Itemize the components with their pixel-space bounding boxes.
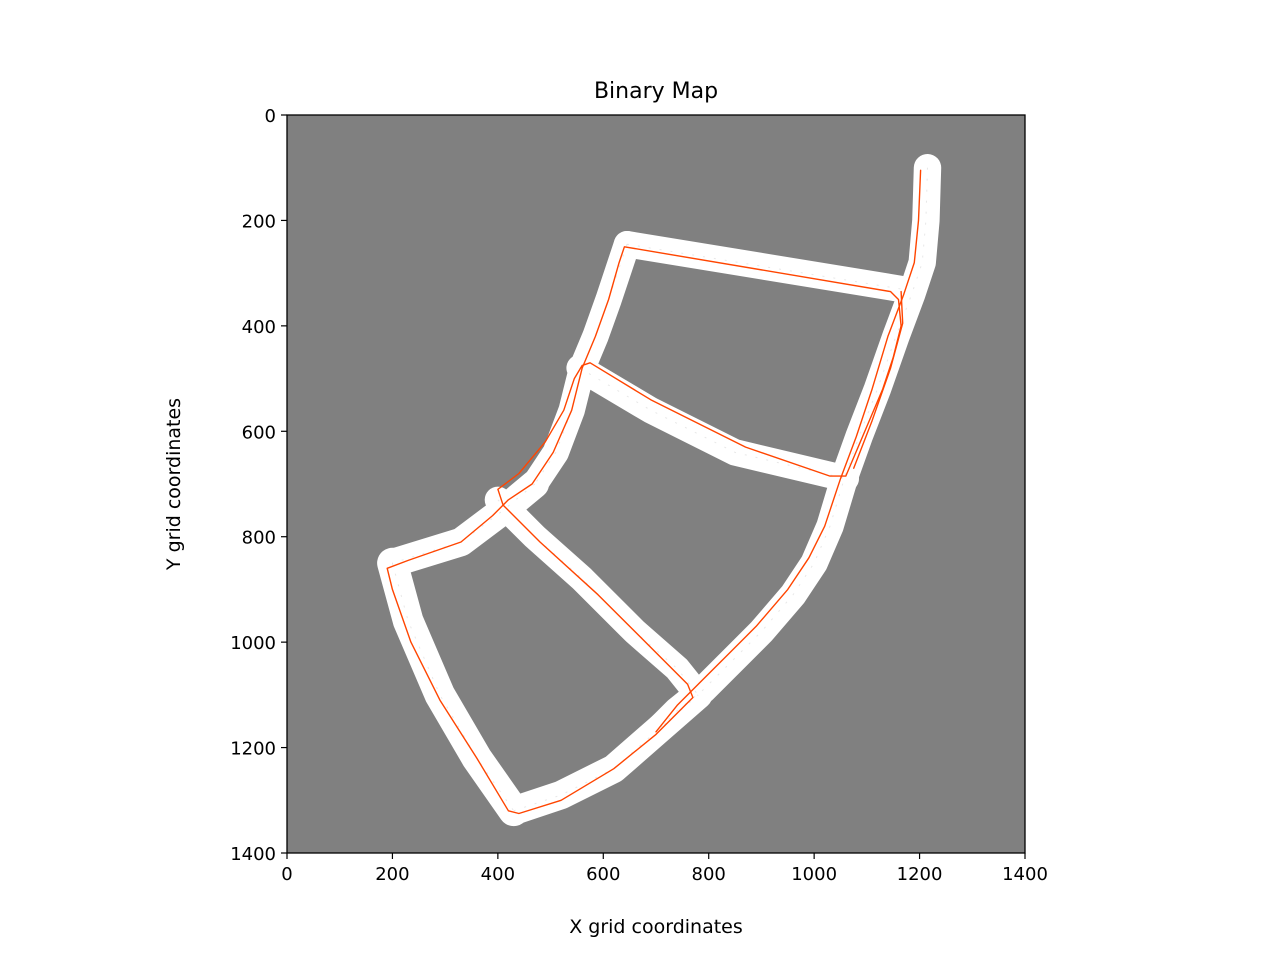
x-axis: 0 200 400 600 800 1000 1200 1400 [281, 853, 1048, 885]
free-space-corridor-1 [642, 153, 942, 746]
corridor-speckle-2 [626, 243, 902, 290]
y-tick-label: 600 [242, 422, 276, 443]
robot-path-1 [655, 169, 922, 733]
x-axis-label: X grid coordinates [569, 916, 743, 938]
y-tick-label: 1000 [230, 633, 276, 654]
plot-frame [286, 114, 1026, 854]
y-tick-label: 1400 [230, 844, 276, 865]
x-tick-label: 800 [692, 864, 726, 885]
free-space-corridor-4 [566, 354, 859, 492]
y-tick-label: 200 [242, 211, 276, 232]
x-tick-label: 1000 [791, 864, 837, 885]
robot-path-2 [853, 290, 904, 469]
y-tick-label: 400 [242, 317, 276, 338]
robot-path-3 [386, 246, 902, 815]
map-paths [386, 169, 922, 815]
chart-title: Binary Map [594, 79, 718, 104]
free-space-corridor-7 [377, 547, 530, 827]
x-tick-label: 400 [481, 864, 515, 885]
x-tick-label: 1200 [897, 864, 943, 885]
y-axis-label: Y grid coordinates [163, 398, 185, 571]
corridor-speckle-8 [513, 694, 699, 812]
y-tick-label: 800 [242, 528, 276, 549]
x-tick-label: 1400 [1002, 864, 1048, 885]
free-space-corridor-2 [613, 230, 915, 303]
y-axis: 0 200 400 600 800 1000 1200 1400 [230, 106, 287, 865]
y-tick-label: 1200 [230, 739, 276, 760]
free-space-corridor-5 [378, 469, 550, 578]
corridor-speckle-1 [655, 167, 928, 733]
x-tick-label: 200 [375, 864, 409, 885]
x-tick-label: 600 [586, 864, 620, 885]
corridor-speckle-5 [392, 483, 536, 564]
y-tick-label: 0 [265, 106, 276, 127]
x-tick-label: 0 [281, 864, 292, 885]
